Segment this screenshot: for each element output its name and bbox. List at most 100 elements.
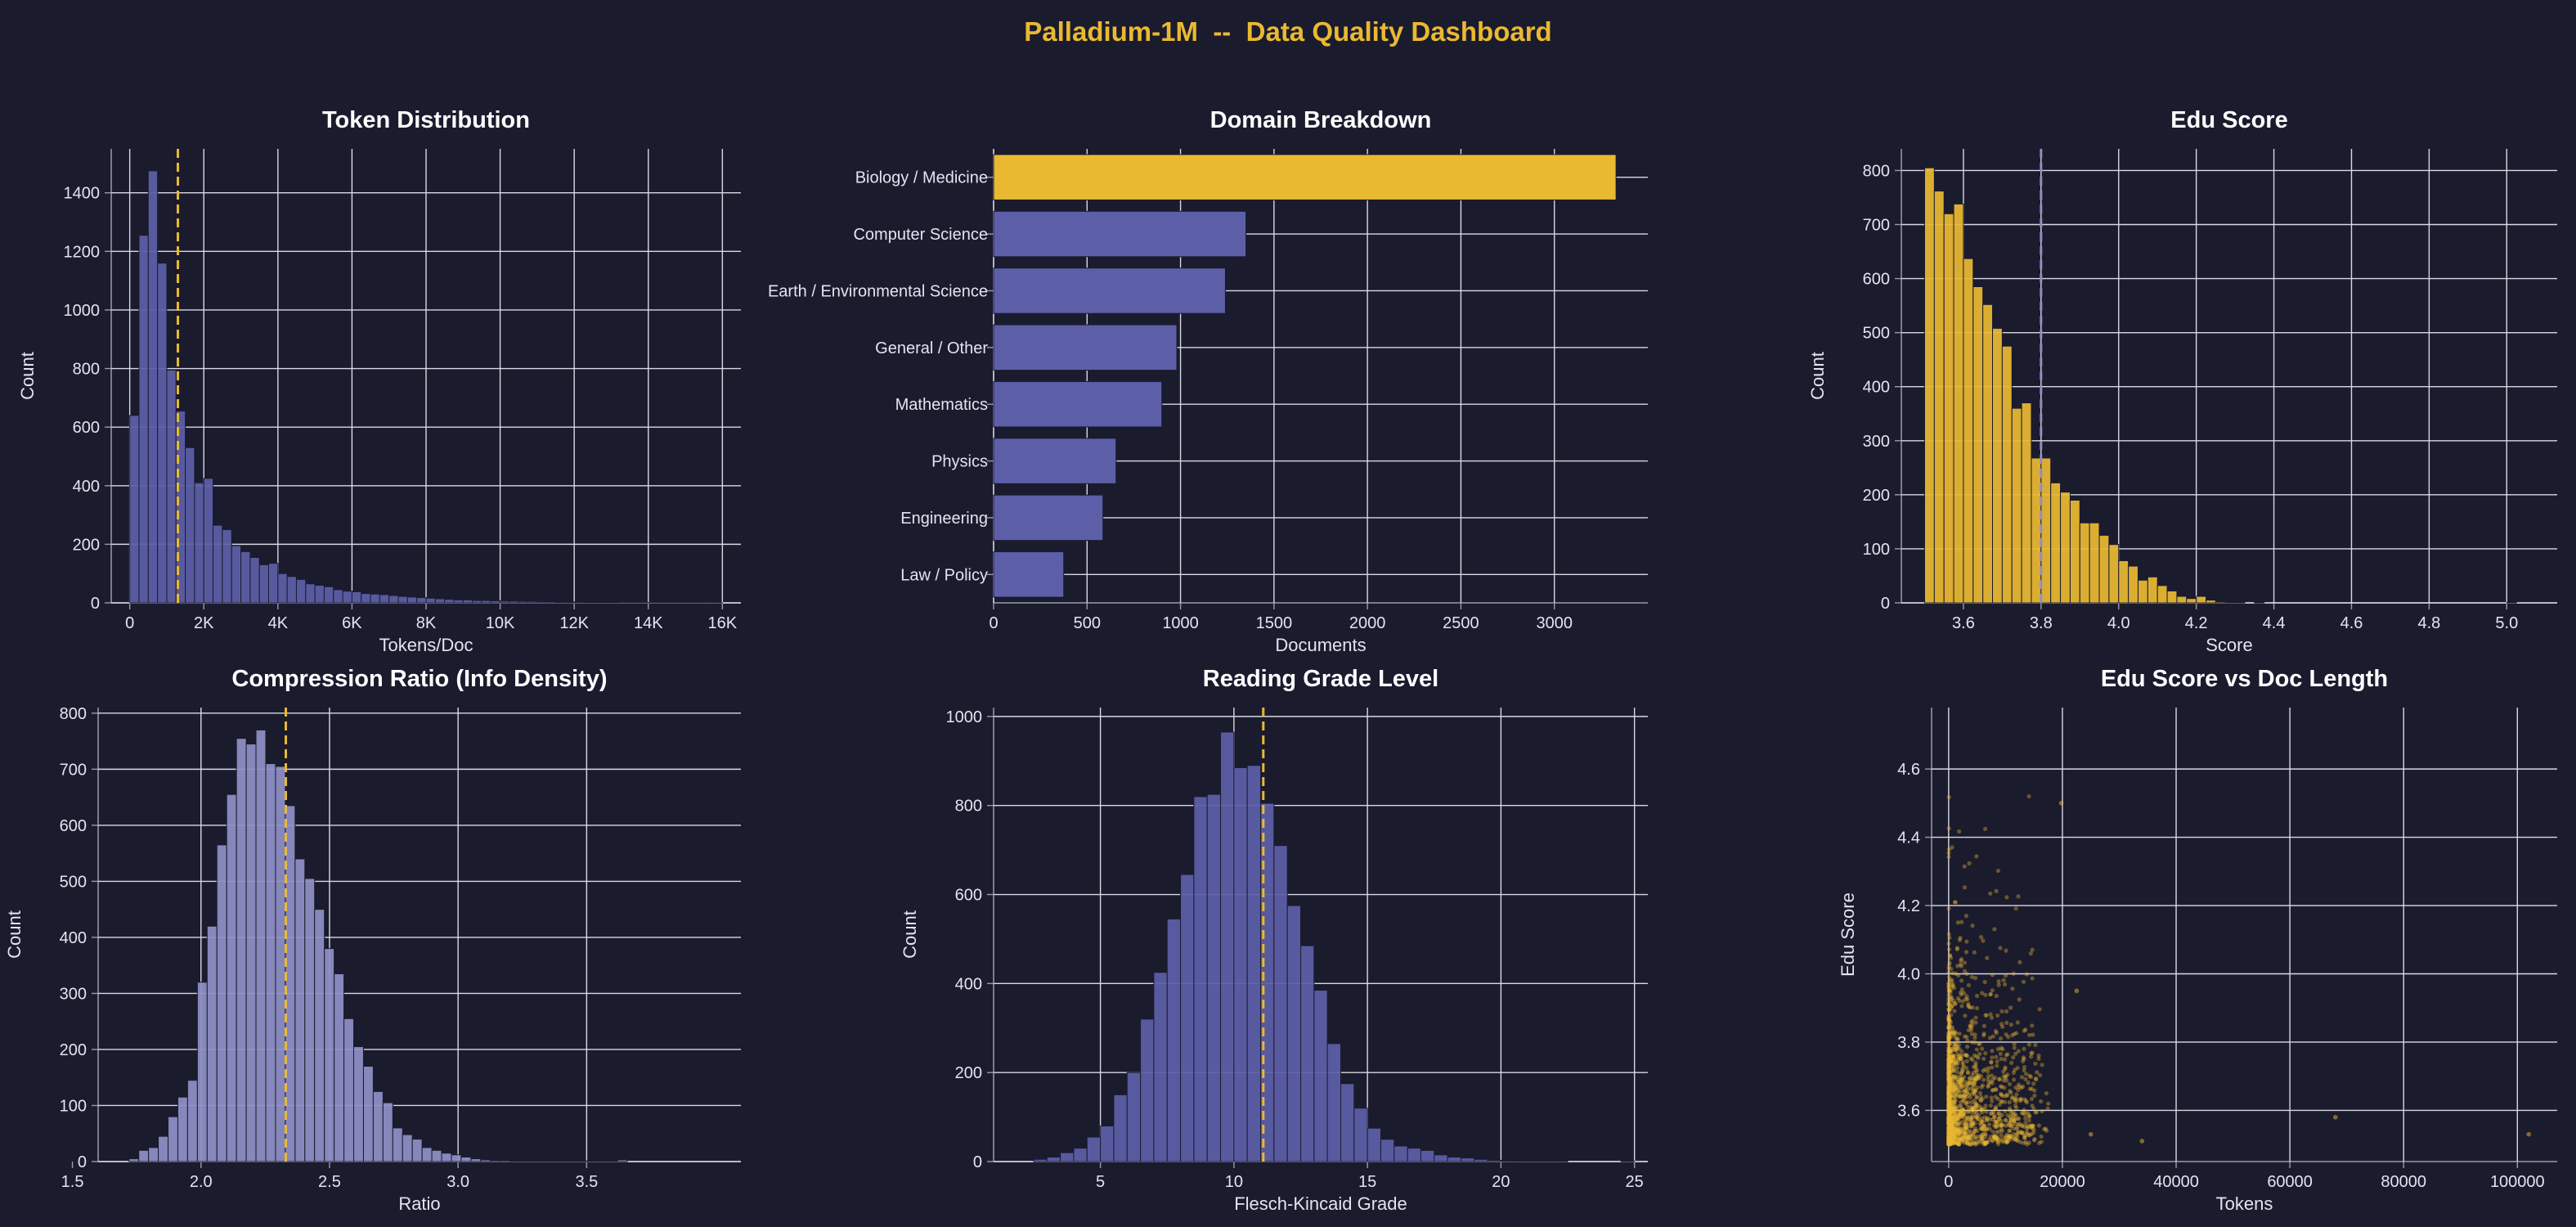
scatter-point	[2008, 1114, 2013, 1119]
scatter-point	[1954, 1110, 1959, 1115]
scatter-point	[2027, 1123, 2032, 1128]
scatter-point	[1966, 1108, 1971, 1113]
scatter-point	[1986, 1080, 1991, 1085]
scatter-point	[2029, 1124, 2034, 1129]
scatter-point	[1990, 1049, 1995, 1054]
scatter-point	[2013, 1121, 2017, 1126]
scatter-point	[1956, 1116, 1961, 1121]
scatter-point	[1954, 1128, 1959, 1133]
scatter-point	[1976, 1076, 1981, 1081]
histogram-bar	[460, 1157, 472, 1162]
scatter-point	[1946, 1098, 1951, 1103]
scatter-point	[1946, 1057, 1951, 1062]
scatter-point	[1972, 976, 1978, 981]
scatter-point	[1974, 854, 1979, 859]
scatter-point	[1984, 1140, 1989, 1145]
x-tick-label: 60000	[2267, 1173, 2313, 1191]
scatter-point	[1946, 1062, 1951, 1067]
scatter-point	[1946, 1126, 1951, 1131]
scatter-point	[1949, 1089, 1954, 1094]
scatter-point	[2008, 1120, 2013, 1125]
scatter-point	[2001, 1069, 2006, 1074]
scatter-point	[1963, 1101, 1968, 1106]
scatter-point	[2030, 976, 2035, 981]
scatter-point	[1954, 1139, 1959, 1144]
scatter-point	[1946, 1121, 1951, 1127]
scatter-point	[1950, 1117, 1955, 1121]
scatter-point	[1951, 1054, 1956, 1058]
scatter-point	[1957, 1046, 1962, 1051]
scatter-point	[1977, 1121, 1982, 1126]
x-tick-label: 4K	[268, 614, 289, 632]
y-axis-label: Count	[4, 910, 25, 959]
scatter-point	[1993, 1107, 1998, 1112]
scatter-point	[1953, 1058, 1958, 1063]
histogram-bar	[1540, 1160, 1555, 1162]
scatter-point	[1947, 1082, 1952, 1087]
scatter-point	[1998, 1084, 2004, 1089]
histogram-bar	[2089, 522, 2100, 604]
scatter-point	[1946, 1128, 1951, 1133]
scatter-point	[2024, 1100, 2030, 1105]
scatter-point	[1972, 1081, 1977, 1085]
scatter-point	[1965, 996, 1970, 1002]
scatter-point	[1952, 1009, 1957, 1014]
x-tick-label: 4.2	[2185, 614, 2208, 632]
scatter-point	[1962, 1080, 1967, 1085]
scatter-point	[1963, 1053, 1968, 1058]
scatter-point	[1999, 1045, 2004, 1050]
scatter-point	[1995, 1046, 2000, 1052]
scatter-point	[1949, 1127, 1954, 1132]
scatter-point	[1992, 1134, 1997, 1139]
scatter-point	[1953, 1135, 1958, 1140]
histogram-bar	[203, 478, 214, 604]
scatter-point	[2332, 1114, 2338, 1120]
scatter-point	[1946, 1102, 1951, 1108]
scatter-point	[1955, 1051, 1960, 1056]
scatter-point	[1946, 1103, 1951, 1108]
scatter-point	[1959, 1056, 1963, 1061]
scatter-point	[1990, 973, 1995, 978]
scatter-point	[1946, 1070, 1951, 1075]
scatter-point	[2021, 979, 2026, 984]
scatter-point	[2019, 1123, 2024, 1129]
scatter-point	[1993, 1094, 1998, 1099]
scatter-point	[1954, 1106, 1959, 1111]
scatter-point	[1956, 1129, 1961, 1135]
scatter-point	[2024, 1109, 2029, 1114]
scatter-point	[1946, 981, 1951, 986]
scatter-point	[1952, 1135, 1957, 1140]
scatter-point	[1970, 1005, 1975, 1010]
scatter-point	[1968, 1121, 1974, 1126]
scatter-point	[1961, 991, 1967, 996]
x-tick-label: 2.5	[318, 1173, 341, 1191]
scatter-point	[1948, 1076, 1953, 1081]
scatter-point	[1947, 1116, 1952, 1121]
scatter-point	[1946, 1141, 1951, 1147]
scatter-point	[2022, 1064, 2027, 1070]
scatter-point	[1981, 938, 1986, 943]
scatter-point	[1951, 1106, 1957, 1111]
scatter-point	[1946, 1095, 1951, 1100]
scatter-point	[1995, 1142, 2001, 1147]
scatter-point	[1950, 1124, 1954, 1129]
scatter-point	[1946, 1128, 1951, 1134]
scatter-point	[1960, 1107, 1966, 1112]
scatter-point	[1946, 1121, 1951, 1126]
scatter-point	[1995, 1059, 1999, 1064]
scatter-point	[1971, 1121, 1976, 1126]
histogram-bar	[2206, 600, 2216, 604]
scatter-point	[1957, 1139, 1962, 1144]
scatter-point	[1960, 1136, 1965, 1141]
scatter-point	[1954, 1117, 1959, 1121]
scatter-point	[1947, 1085, 1952, 1090]
domain-bar	[993, 324, 1178, 371]
scatter-point	[1950, 1110, 1955, 1115]
scatter-point	[1946, 1056, 1951, 1061]
scatter-point	[1974, 1139, 1979, 1144]
scatter-point	[2003, 1117, 2008, 1122]
histogram-bar	[1943, 213, 1954, 604]
scatter-point	[1946, 1121, 1952, 1126]
scatter-point	[1999, 1093, 2005, 1099]
chart-title: Domain Breakdown	[1210, 107, 1432, 133]
